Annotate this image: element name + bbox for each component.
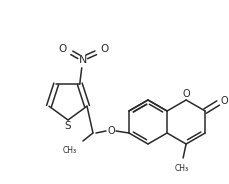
Text: S: S xyxy=(65,121,71,131)
Text: O: O xyxy=(182,89,190,99)
Text: O: O xyxy=(59,44,67,54)
Text: CH₃: CH₃ xyxy=(175,164,189,173)
Text: N: N xyxy=(79,55,87,65)
Text: O: O xyxy=(107,126,115,136)
Text: CH₃: CH₃ xyxy=(63,146,77,155)
Text: O: O xyxy=(220,96,228,106)
Text: O: O xyxy=(101,44,109,54)
